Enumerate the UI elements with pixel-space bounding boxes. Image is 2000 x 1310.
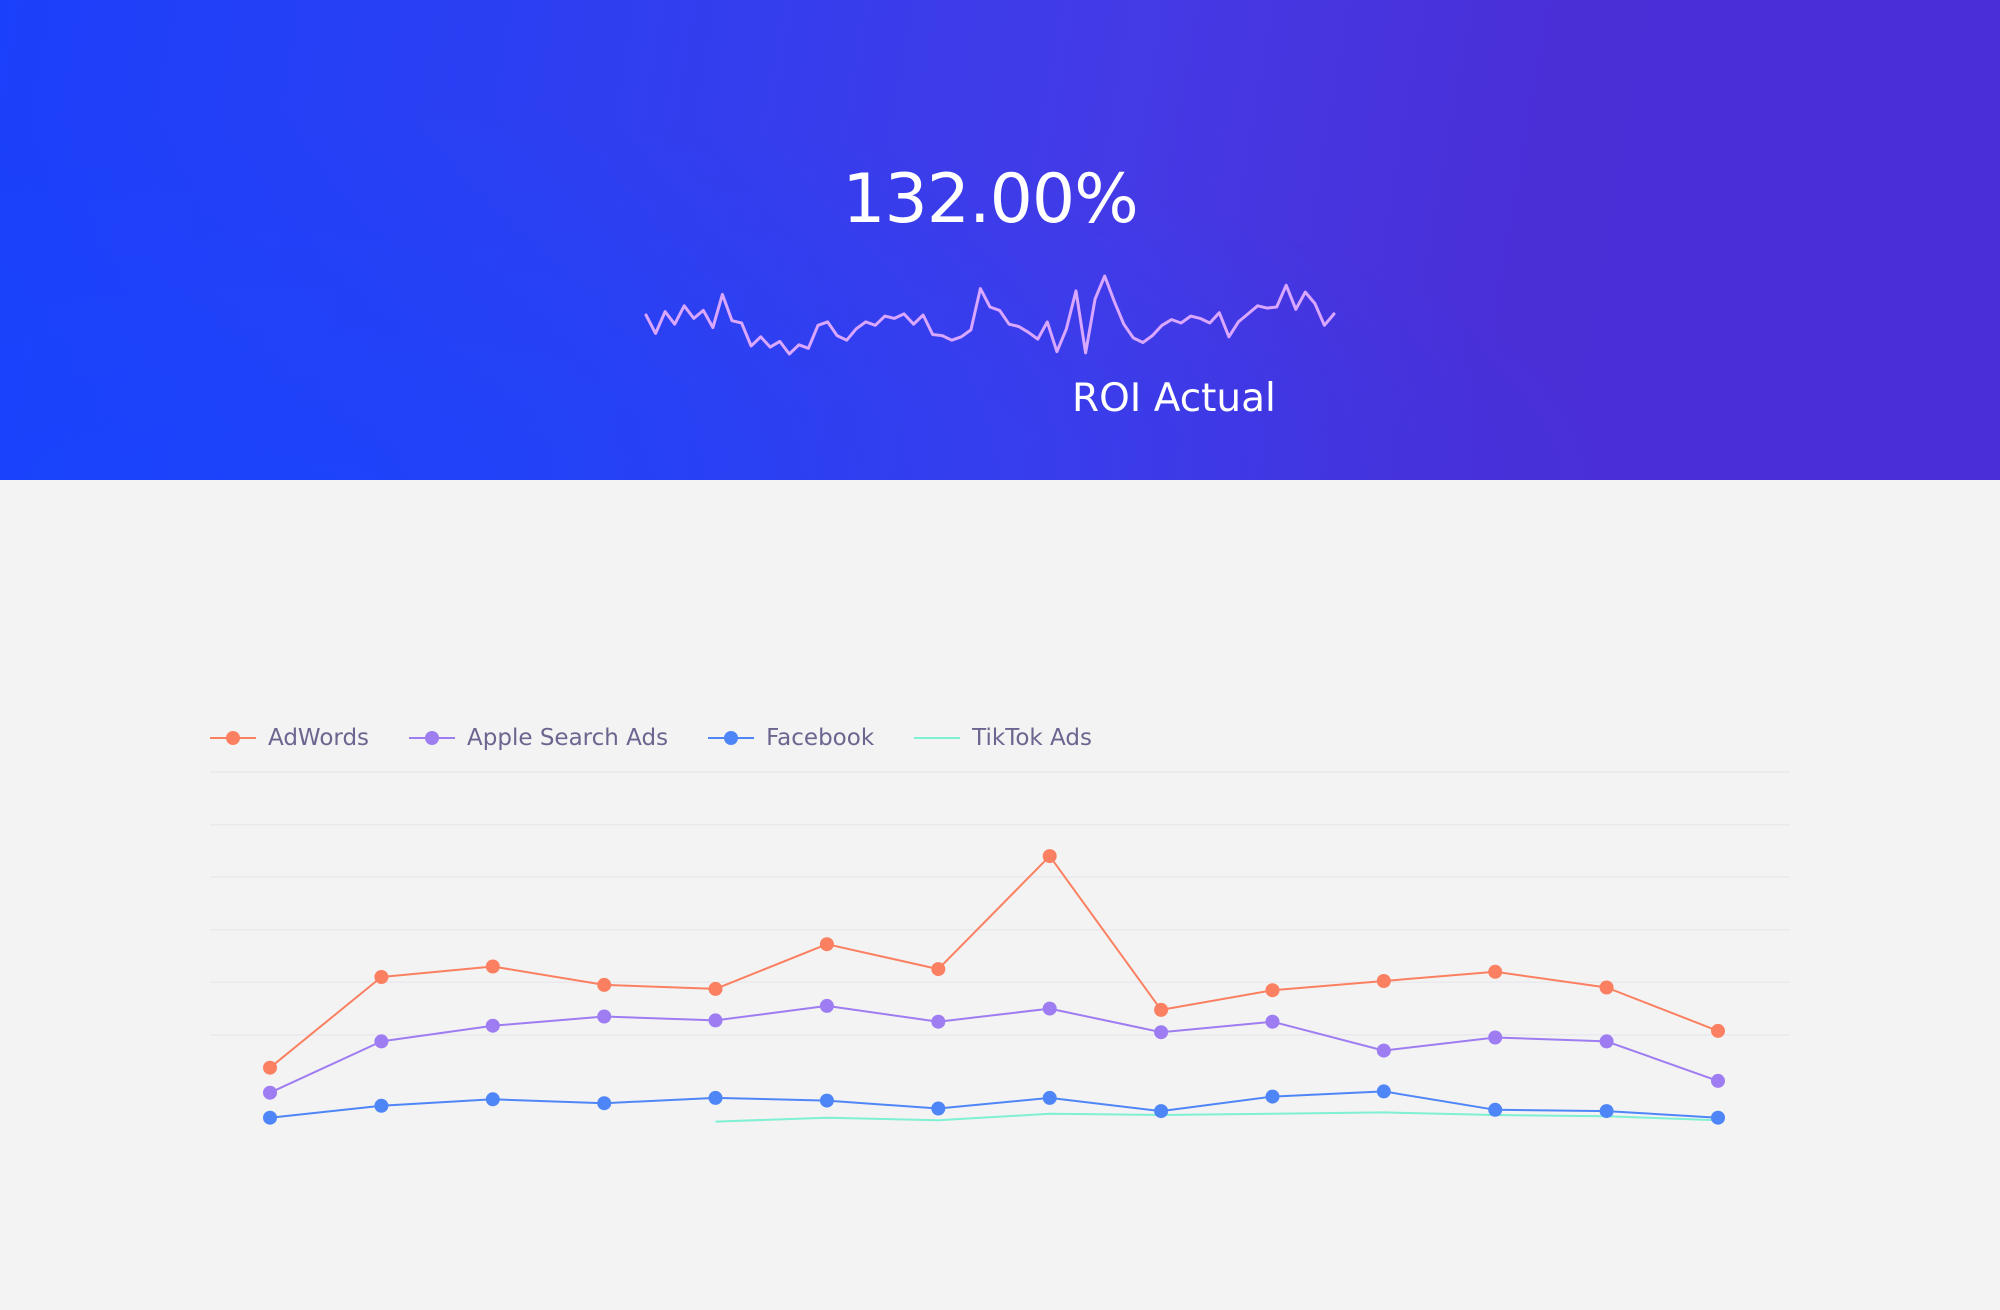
data-point[interactable]: [1265, 1089, 1280, 1104]
kpi-label: ROI Actual: [1072, 376, 1276, 421]
legend-swatch-icon: [914, 728, 961, 748]
legend-item[interactable]: TikTok Ads: [914, 725, 1092, 751]
series-apple-search-ads: [263, 998, 1725, 1100]
data-point[interactable]: [597, 1096, 612, 1111]
data-point[interactable]: [1376, 1084, 1391, 1099]
legend-label: AdWords: [268, 725, 370, 751]
data-point[interactable]: [263, 1060, 277, 1075]
data-point[interactable]: [1488, 1030, 1503, 1045]
data-point[interactable]: [1154, 1002, 1169, 1017]
series-line: [269, 1004, 1719, 1094]
data-point[interactable]: [708, 1013, 723, 1028]
data-point[interactable]: [263, 1110, 277, 1125]
data-point[interactable]: [1042, 1090, 1057, 1105]
data-point[interactable]: [597, 1009, 612, 1024]
legend-item[interactable]: Facebook: [708, 725, 874, 751]
data-point[interactable]: [374, 1098, 389, 1113]
legend-swatch-icon: [210, 728, 256, 748]
data-point[interactable]: [931, 1014, 946, 1029]
data-point[interactable]: [1042, 1001, 1057, 1016]
series-tiktok-ads: [715, 1111, 1719, 1123]
kpi-header: 132.00% ROI Actual: [0, 0, 2000, 480]
series-adwords: [263, 849, 1725, 1075]
data-point[interactable]: [1154, 1025, 1169, 1040]
kpi-value: 132.00%: [842, 160, 1139, 239]
series-facebook: [263, 1084, 1725, 1125]
data-point[interactable]: [1265, 1014, 1280, 1029]
data-point[interactable]: [1376, 1043, 1391, 1058]
data-point[interactable]: [597, 977, 612, 992]
kpi-sparkline: [644, 274, 1336, 356]
data-point[interactable]: [374, 970, 389, 984]
chart-legend: AdWords Apple Search Ads Facebook TikTok Ad…: [210, 718, 1092, 758]
data-point[interactable]: [1488, 964, 1503, 979]
data-point[interactable]: [1599, 980, 1614, 995]
data-point[interactable]: [1711, 1023, 1725, 1038]
data-point[interactable]: [819, 937, 834, 952]
series-line: [715, 1111, 1719, 1123]
series-line: [269, 855, 1719, 1069]
legend-swatch-icon: [409, 728, 456, 748]
sparkline-path: [644, 274, 1336, 356]
data-point[interactable]: [708, 981, 723, 996]
data-point[interactable]: [1042, 849, 1057, 864]
legend-label: TikTok Ads: [972, 725, 1092, 751]
data-point[interactable]: [1599, 1034, 1614, 1049]
data-point[interactable]: [931, 962, 946, 977]
header-background-glow: [0, 0, 2000, 480]
data-point[interactable]: [485, 1018, 500, 1033]
data-point[interactable]: [1711, 1110, 1725, 1125]
legend-swatch-icon: [708, 728, 755, 748]
data-point[interactable]: [1711, 1073, 1725, 1088]
data-point[interactable]: [1376, 974, 1391, 988]
roi-line-chart: [210, 771, 1790, 1125]
data-point[interactable]: [485, 959, 500, 974]
data-point[interactable]: [263, 1085, 277, 1100]
data-point[interactable]: [708, 1090, 723, 1105]
data-point[interactable]: [485, 1092, 500, 1107]
data-point[interactable]: [1488, 1102, 1503, 1117]
legend-label: Apple Search Ads: [467, 725, 669, 751]
data-point[interactable]: [819, 998, 834, 1013]
chart-series: [263, 849, 1725, 1125]
legend-label: Facebook: [766, 725, 875, 751]
legend-item[interactable]: AdWords: [210, 725, 369, 751]
data-point[interactable]: [1599, 1104, 1614, 1119]
data-point[interactable]: [931, 1101, 946, 1116]
legend-item[interactable]: Apple Search Ads: [409, 725, 668, 751]
data-point[interactable]: [1265, 983, 1280, 998]
data-point[interactable]: [819, 1093, 834, 1108]
data-point[interactable]: [1154, 1104, 1169, 1119]
series-line: [269, 1090, 1719, 1119]
chart-gridlines: [210, 771, 1790, 1036]
data-point[interactable]: [374, 1034, 389, 1049]
